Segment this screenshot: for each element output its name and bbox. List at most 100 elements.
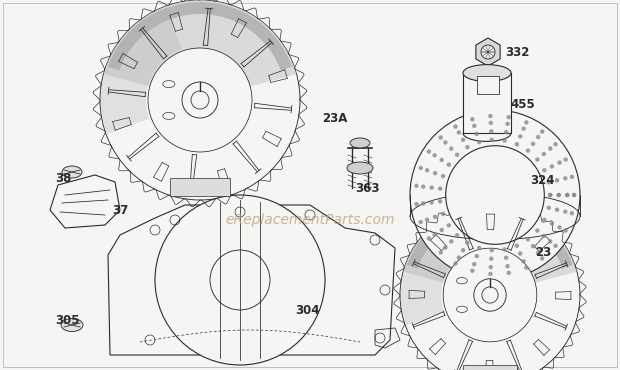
Wedge shape [104,0,296,100]
Circle shape [542,152,546,156]
Circle shape [443,245,448,250]
Circle shape [521,259,526,263]
Circle shape [557,193,561,197]
Circle shape [481,45,495,59]
Polygon shape [108,205,395,355]
Circle shape [148,48,252,152]
Circle shape [438,250,443,255]
Circle shape [515,243,519,248]
Text: 363: 363 [355,182,379,195]
Circle shape [531,244,535,248]
Bar [477,76,498,94]
Circle shape [535,228,539,233]
Circle shape [489,129,494,134]
Circle shape [446,162,451,167]
Circle shape [504,256,508,260]
Circle shape [507,270,511,275]
Circle shape [461,138,466,142]
Circle shape [474,132,479,136]
Circle shape [432,232,437,237]
Circle shape [518,251,523,256]
Circle shape [474,279,506,311]
Circle shape [477,140,481,144]
Circle shape [557,160,562,165]
Text: eReplacementParts.com: eReplacementParts.com [225,213,395,227]
Wedge shape [401,211,474,326]
Circle shape [570,211,574,215]
Circle shape [542,218,547,222]
Circle shape [548,193,552,197]
Wedge shape [407,207,573,269]
Bar [463,73,511,133]
Circle shape [418,166,423,170]
Circle shape [518,134,523,139]
Text: 324: 324 [530,174,554,186]
Circle shape [438,186,442,191]
Circle shape [572,193,576,197]
Bar [170,178,230,196]
Circle shape [433,215,437,219]
Circle shape [457,130,461,135]
Circle shape [521,127,526,131]
Circle shape [438,135,443,140]
Circle shape [449,147,453,151]
Circle shape [489,256,494,261]
Circle shape [465,240,469,245]
Circle shape [535,157,539,162]
Circle shape [455,233,459,238]
Text: 23A: 23A [322,111,347,124]
Circle shape [400,205,580,370]
Circle shape [441,174,445,178]
Circle shape [557,193,561,197]
Circle shape [489,265,493,269]
Circle shape [542,168,547,172]
Circle shape [100,0,300,200]
Circle shape [414,184,418,188]
Circle shape [526,148,530,153]
Circle shape [564,157,568,162]
Circle shape [425,218,429,222]
Circle shape [438,199,442,204]
Circle shape [526,237,530,242]
Circle shape [488,114,493,118]
Circle shape [430,200,434,205]
Text: 304: 304 [295,303,319,316]
Circle shape [505,264,510,268]
Circle shape [524,265,528,270]
Circle shape [572,193,576,197]
Bar [463,365,517,370]
Circle shape [440,228,444,232]
Ellipse shape [463,65,511,81]
Text: 23: 23 [535,246,551,259]
Circle shape [489,121,493,125]
Circle shape [565,193,569,197]
Circle shape [542,234,546,238]
Circle shape [563,209,567,214]
Ellipse shape [61,319,83,332]
Circle shape [557,225,562,230]
Circle shape [564,228,568,233]
Circle shape [565,193,569,197]
Circle shape [477,246,481,250]
Ellipse shape [62,166,82,178]
Circle shape [504,130,508,134]
Text: 332: 332 [505,46,529,58]
Circle shape [548,193,552,197]
Ellipse shape [350,138,370,148]
Circle shape [505,122,510,126]
Circle shape [418,220,423,224]
Circle shape [554,243,558,248]
Circle shape [430,185,434,190]
Circle shape [536,135,541,139]
Wedge shape [101,7,182,134]
Circle shape [507,115,511,120]
Circle shape [474,254,479,258]
Circle shape [540,256,544,260]
Circle shape [555,178,559,182]
Circle shape [461,248,466,252]
Circle shape [540,130,544,134]
Circle shape [472,124,477,128]
Ellipse shape [347,162,373,174]
Circle shape [449,239,453,243]
Text: 305: 305 [55,313,79,326]
